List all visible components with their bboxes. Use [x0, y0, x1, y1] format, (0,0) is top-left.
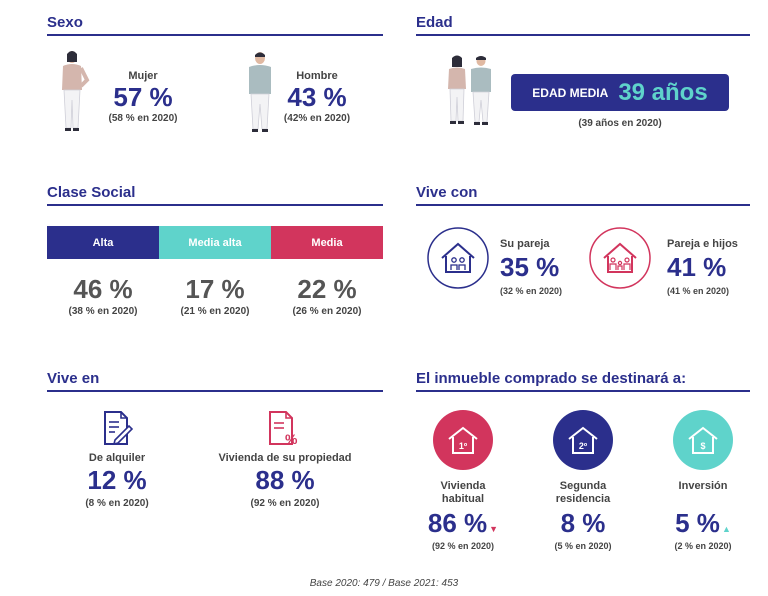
vive-pareja-value: 35 % — [500, 252, 560, 282]
vive-con-title: Vive con — [416, 184, 478, 201]
clase-media-label: Media — [311, 236, 343, 249]
sexo-rule — [47, 34, 383, 36]
segunda-residencia-label-1: Segunda — [559, 480, 607, 492]
clase-media-bar: Media — [271, 226, 383, 259]
family-house-icon — [589, 227, 651, 289]
segunda-residencia-icon-text: 2º — [579, 441, 588, 451]
clase-alta-prev: (38 % en 2020) — [68, 306, 138, 317]
alquiler-prev: (8 % en 2020) — [85, 498, 149, 509]
vivienda-habitual-label: Vivienda habitual — [413, 480, 513, 506]
couple-figure-icon — [448, 55, 491, 125]
house-icon: 2º — [568, 426, 598, 454]
up-arrow-icon: ▲ — [721, 524, 731, 534]
inversion-value: 5 % ▲ — [653, 510, 753, 536]
clase-media-alta-label: Media alta — [188, 236, 242, 249]
inversion-value-text: 5 % — [675, 508, 720, 538]
clase-media-alta-prev: (21 % en 2020) — [180, 306, 250, 317]
footer-base: Base 2020: 479 / Base 2021: 453 — [309, 578, 459, 589]
segunda-residencia-value: 8 % — [560, 508, 606, 538]
mujer-prev: (58 % en 2020) — [108, 113, 178, 124]
clase-alta-label: Alta — [92, 236, 114, 249]
mujer-value: 57 % — [113, 82, 173, 112]
inversion-icon-text: $ — [700, 441, 705, 451]
edad-title: Edad — [416, 14, 453, 31]
propiedad-value: 88 % — [255, 465, 315, 495]
inmueble-title: El inmueble comprado se destinará a: — [416, 370, 687, 387]
sexo-title: Sexo — [47, 14, 83, 31]
inversion-label-1: Inversión — [678, 480, 728, 492]
house-icon: $ — [688, 426, 718, 454]
inmueble-rule — [416, 390, 750, 392]
alquiler-label: De alquiler — [88, 452, 146, 464]
hombre-prev: (42% en 2020) — [283, 113, 351, 124]
mujer-label: Mujer — [128, 70, 158, 82]
down-arrow-icon: ▼ — [489, 524, 499, 534]
vive-pareja-label: Su pareja — [500, 238, 550, 250]
vivienda-habitual-prev: (92 % en 2020) — [431, 541, 495, 551]
vivienda-habitual-value: 86 % ▼ — [413, 510, 513, 536]
property-document-icon: % — [269, 411, 298, 446]
clase-alta-value: 46 % — [73, 274, 133, 304]
vivienda-habitual-value-text: 86 % — [427, 508, 488, 538]
edad-media-value: 39 años — [618, 78, 708, 106]
hombre-value: 43 % — [287, 82, 347, 112]
vive-en-rule — [47, 390, 383, 392]
edad-media-badge: EDAD MEDIA 39 años — [511, 74, 729, 111]
alquiler-value: 12 % — [87, 465, 147, 495]
rental-document-icon — [104, 411, 133, 446]
vive-familia-label: Pareja e hijos — [667, 238, 738, 250]
hombre-label: Hombre — [296, 70, 338, 82]
clase-social-rule — [47, 204, 383, 206]
clase-media-prev: (26 % en 2020) — [292, 306, 362, 317]
man-figure-icon — [249, 52, 271, 132]
segunda-residencia-label-2: residencia — [555, 493, 611, 505]
vivienda-habitual-icon-text: 1º — [459, 441, 468, 451]
svg-text:%: % — [285, 431, 298, 446]
propiedad-label: Vivienda de su propiedad — [218, 452, 352, 464]
clase-media-alta-bar: Media alta — [159, 226, 271, 259]
vive-en-title: Vive en — [47, 370, 100, 387]
vive-familia-prev: (41 % en 2020) — [667, 286, 730, 296]
vive-pareja-prev: (32 % en 2020) — [500, 286, 563, 296]
vivienda-habitual-circle: 1º — [433, 410, 493, 470]
segunda-residencia-circle: 2º — [553, 410, 613, 470]
house-icon: 1º — [448, 426, 478, 454]
clase-media-alta-value: 17 % — [185, 274, 245, 304]
segunda-residencia-prev: (5 % en 2020) — [554, 541, 612, 551]
vivienda-habitual-label-1: Vivienda — [440, 480, 486, 492]
edad-rule — [416, 34, 750, 36]
inversion-prev: (2 % en 2020) — [674, 541, 732, 551]
vive-con-rule — [416, 204, 750, 206]
inversion-circle: $ — [673, 410, 733, 470]
vivienda-habitual-label-2: habitual — [441, 493, 485, 505]
clase-alta-bar: Alta — [47, 226, 159, 259]
segunda-residencia-label: Segunda residencia — [533, 480, 633, 506]
edad-media-label: EDAD MEDIA — [532, 85, 609, 100]
clase-media-value: 22 % — [297, 274, 357, 304]
inversion-label: Inversión — [653, 480, 753, 493]
clase-social-title: Clase Social — [47, 184, 136, 201]
vive-familia-value: 41 % — [667, 252, 727, 282]
propiedad-prev: (92 % en 2020) — [250, 498, 320, 509]
couple-house-icon — [427, 227, 489, 289]
edad-prev: (39 años en 2020) — [578, 118, 662, 129]
woman-figure-icon — [62, 51, 90, 131]
